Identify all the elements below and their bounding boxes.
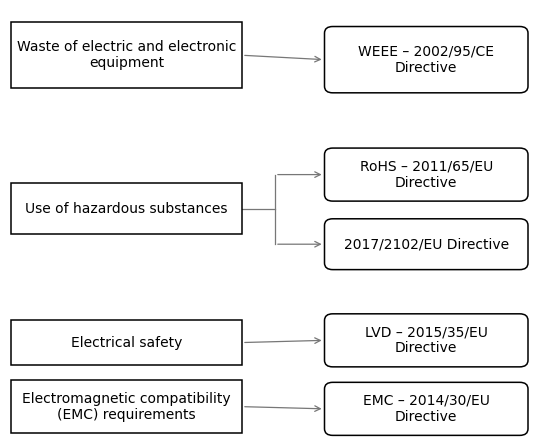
Bar [11,380,242,433]
Text: LVD – 2015/35/EU
Directive: LVD – 2015/35/EU Directive [365,325,488,355]
FancyBboxPatch shape [324,27,528,93]
Text: Use of hazardous substances: Use of hazardous substances [25,202,228,216]
Bar [11,320,242,365]
Bar [11,183,242,234]
Bar [11,22,242,88]
FancyBboxPatch shape [324,148,528,201]
Text: Electromagnetic compatibility
(EMC) requirements: Electromagnetic compatibility (EMC) requ… [22,392,231,422]
Text: 2017/2102/EU Directive: 2017/2102/EU Directive [344,237,509,251]
FancyBboxPatch shape [324,382,528,435]
Text: Electrical safety: Electrical safety [71,335,182,350]
Text: EMC – 2014/30/EU
Directive: EMC – 2014/30/EU Directive [363,394,490,424]
Text: RoHS – 2011/65/EU
Directive: RoHS – 2011/65/EU Directive [360,160,493,190]
FancyBboxPatch shape [324,314,528,367]
Text: WEEE – 2002/95/CE
Directive: WEEE – 2002/95/CE Directive [358,45,494,75]
FancyBboxPatch shape [324,219,528,270]
Text: Waste of electric and electronic
equipment: Waste of electric and electronic equipme… [17,40,236,70]
